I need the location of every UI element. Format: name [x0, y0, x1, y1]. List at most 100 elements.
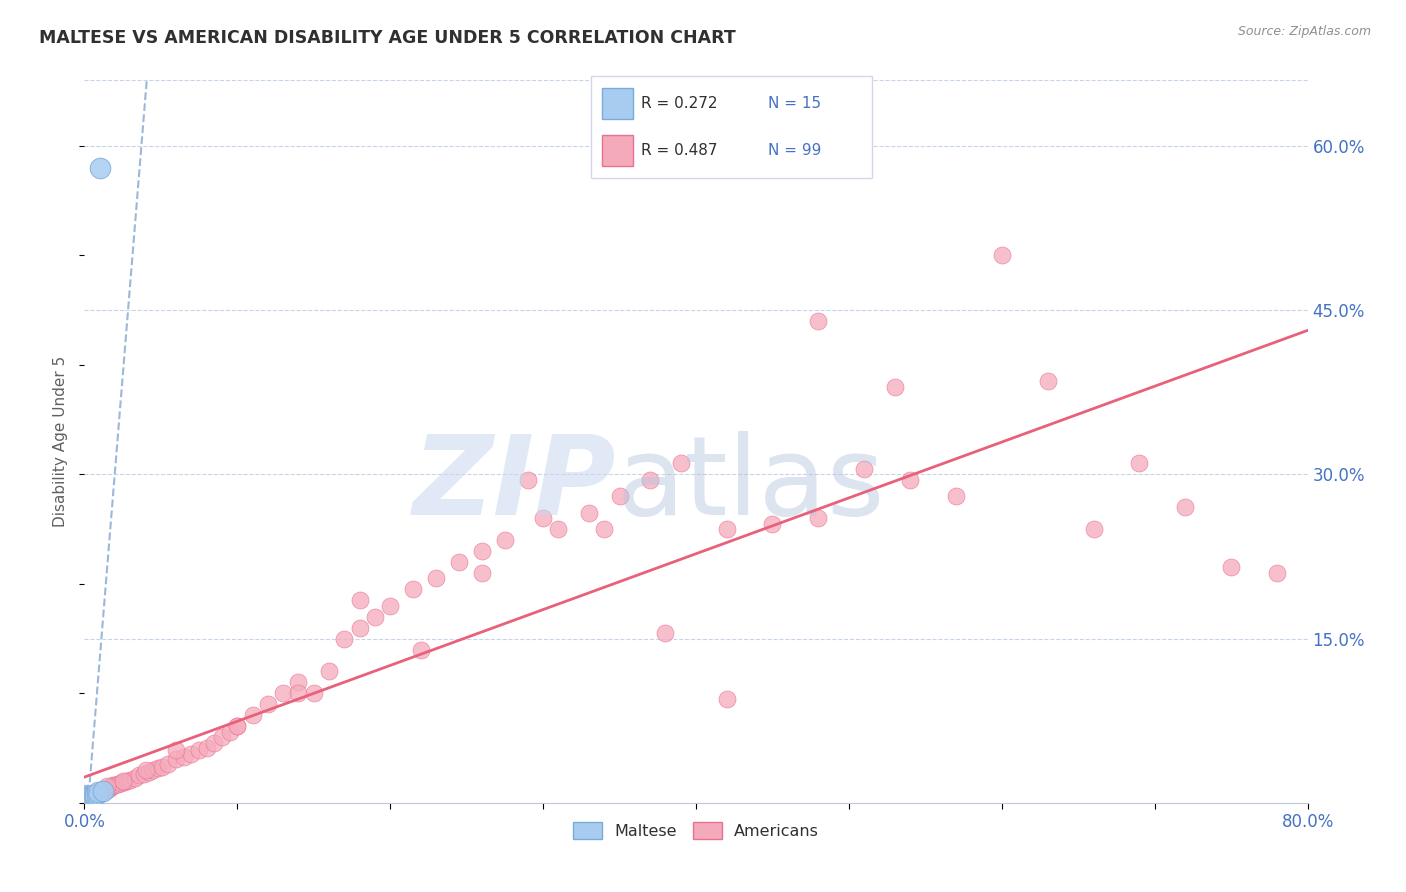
Point: [364, 609, 387, 624]
Point: [83, 789, 105, 804]
Point: [76, 789, 98, 804]
Text: MALTESE VS AMERICAN DISABILITY AGE UNDER 5 CORRELATION CHART: MALTESE VS AMERICAN DISABILITY AGE UNDER…: [39, 29, 737, 47]
Point: [761, 516, 783, 531]
Point: [135, 763, 157, 777]
Text: ZIP: ZIP: [413, 432, 616, 539]
Point: [76, 788, 98, 802]
Text: R = 0.272: R = 0.272: [641, 96, 717, 111]
Point: [103, 778, 125, 792]
FancyBboxPatch shape: [591, 76, 872, 178]
Point: [98, 780, 121, 795]
Point: [287, 686, 309, 700]
Point: [471, 566, 494, 580]
Point: [120, 772, 142, 787]
Point: [1265, 566, 1288, 580]
Point: [1036, 374, 1059, 388]
Point: [165, 743, 187, 757]
Point: [807, 314, 830, 328]
Point: [91, 784, 114, 798]
Point: [349, 621, 371, 635]
Text: R = 0.487: R = 0.487: [641, 144, 717, 158]
Point: [79, 790, 101, 805]
Point: [716, 691, 738, 706]
Point: [1174, 500, 1197, 515]
Point: [97, 781, 120, 796]
Point: [142, 763, 165, 777]
Point: [226, 719, 249, 733]
Point: [287, 675, 309, 690]
Point: [96, 780, 118, 794]
Point: [84, 788, 107, 802]
Point: [211, 730, 233, 744]
Point: [150, 760, 173, 774]
Point: [86, 787, 108, 801]
Point: [115, 773, 138, 788]
Point: [531, 511, 554, 525]
Point: [83, 787, 105, 801]
Point: [516, 473, 538, 487]
Point: [75, 791, 97, 805]
Point: [124, 771, 146, 785]
Point: [257, 698, 280, 712]
Point: [226, 719, 249, 733]
Point: [180, 747, 202, 761]
Point: [87, 785, 110, 799]
Point: [402, 582, 425, 597]
Point: [302, 686, 325, 700]
Point: [853, 462, 876, 476]
Point: [76, 790, 98, 805]
FancyBboxPatch shape: [602, 136, 633, 166]
Point: [807, 511, 830, 525]
Point: [138, 765, 160, 780]
Point: [110, 776, 132, 790]
Point: [77, 788, 100, 802]
Point: [96, 781, 118, 796]
Point: [84, 789, 107, 804]
Point: [80, 789, 103, 804]
Point: [87, 787, 110, 801]
Point: [76, 792, 98, 806]
Point: [471, 544, 494, 558]
Point: [101, 780, 124, 794]
Point: [945, 489, 967, 503]
Point: [89, 161, 111, 175]
Legend: Maltese, Americans: Maltese, Americans: [567, 815, 825, 846]
Point: [83, 790, 105, 805]
Point: [380, 599, 402, 613]
Point: [107, 777, 129, 791]
Point: [898, 473, 921, 487]
Point: [318, 665, 340, 679]
Point: [165, 752, 187, 766]
Point: [77, 791, 100, 805]
Point: [80, 790, 103, 805]
Point: [77, 789, 100, 804]
Point: [638, 473, 661, 487]
Y-axis label: Disability Age Under 5: Disability Age Under 5: [53, 356, 69, 527]
Point: [547, 522, 569, 536]
Point: [93, 784, 115, 798]
Point: [86, 785, 108, 799]
Point: [654, 626, 676, 640]
Text: Source: ZipAtlas.com: Source: ZipAtlas.com: [1237, 25, 1371, 38]
Point: [349, 593, 371, 607]
Point: [86, 787, 108, 801]
Point: [79, 791, 101, 805]
Point: [89, 786, 111, 800]
Text: N = 99: N = 99: [768, 144, 821, 158]
Point: [271, 686, 294, 700]
Point: [146, 761, 169, 775]
Point: [86, 788, 108, 802]
Point: [494, 533, 516, 547]
Point: [593, 522, 616, 536]
Point: [111, 773, 134, 788]
Point: [112, 775, 135, 789]
Text: atlas: atlas: [616, 432, 884, 539]
Point: [883, 380, 905, 394]
Point: [94, 782, 117, 797]
Point: [90, 785, 112, 799]
Point: [128, 768, 150, 782]
Point: [79, 789, 101, 804]
Point: [1220, 560, 1243, 574]
Point: [173, 749, 195, 764]
Point: [132, 767, 155, 781]
